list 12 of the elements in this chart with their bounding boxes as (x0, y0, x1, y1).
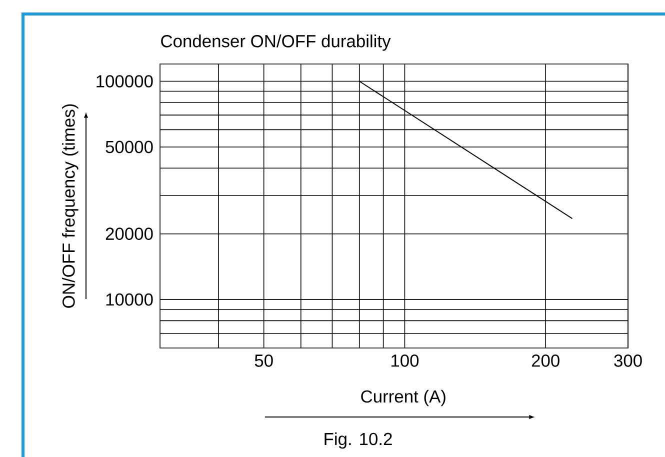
y-axis-title: ON/OFF frequency (times) (62, 104, 78, 308)
chart-title: Condenser ON/OFF durability (161, 34, 391, 51)
x-tick-label: 50 (254, 354, 273, 367)
y-tick-label: 50000 (106, 140, 153, 154)
x-tick-label: 300 (614, 354, 642, 367)
y-tick-label: 10000 (106, 293, 153, 306)
y-tick-label: 20000 (106, 228, 153, 240)
x-axis-title: Current (A) (361, 390, 446, 406)
x-tick-label: 200 (532, 354, 560, 367)
y-tick-label: 100000 (96, 75, 153, 88)
caption: Fig. 10.2 (324, 432, 392, 449)
x-tick-label: 100 (392, 354, 419, 367)
